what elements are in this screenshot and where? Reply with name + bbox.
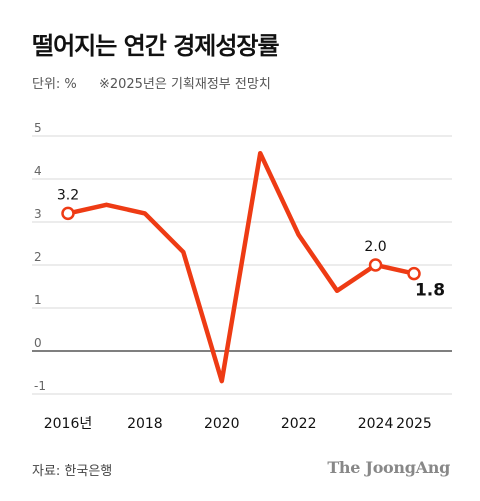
y-tick-label: -1 xyxy=(34,379,46,393)
data-point-marker xyxy=(407,266,421,281)
y-tick-label: 2 xyxy=(34,250,42,264)
y-tick-label: 1 xyxy=(34,293,42,307)
x-tick-label: 2020 xyxy=(204,416,240,432)
y-tick-label: 3 xyxy=(34,207,42,221)
x-tick-label: 2018 xyxy=(127,416,163,432)
chart-meta: 단위: % ※2025년은 기획재정부 전망치 xyxy=(32,73,289,92)
series-line xyxy=(65,150,417,384)
x-tick-label: 2025 xyxy=(396,416,432,432)
forecast-note: ※2025년은 기획재정부 전망치 xyxy=(98,77,271,92)
x-tick-label: 2016년 xyxy=(44,416,93,432)
chart-title: 떨어지는 연간 경제성장률 xyxy=(32,32,280,60)
x-tick-label: 2024 xyxy=(358,416,394,432)
x-tick-label: 2022 xyxy=(281,416,317,432)
data-point-marker xyxy=(368,258,383,272)
brand-logo: The JoongAng xyxy=(327,458,450,477)
y-tick-label: 4 xyxy=(34,164,42,178)
unit-label: 단위: % xyxy=(32,77,77,92)
data-label: 3.2 xyxy=(57,187,79,203)
y-tick-label: 5 xyxy=(34,121,42,135)
source-label: 자료: 한국은행 xyxy=(32,464,113,479)
data-label: 2.0 xyxy=(364,239,386,255)
y-tick-label: 0 xyxy=(34,336,42,350)
data-label: 1.8 xyxy=(415,281,445,301)
data-point-marker xyxy=(61,206,75,221)
